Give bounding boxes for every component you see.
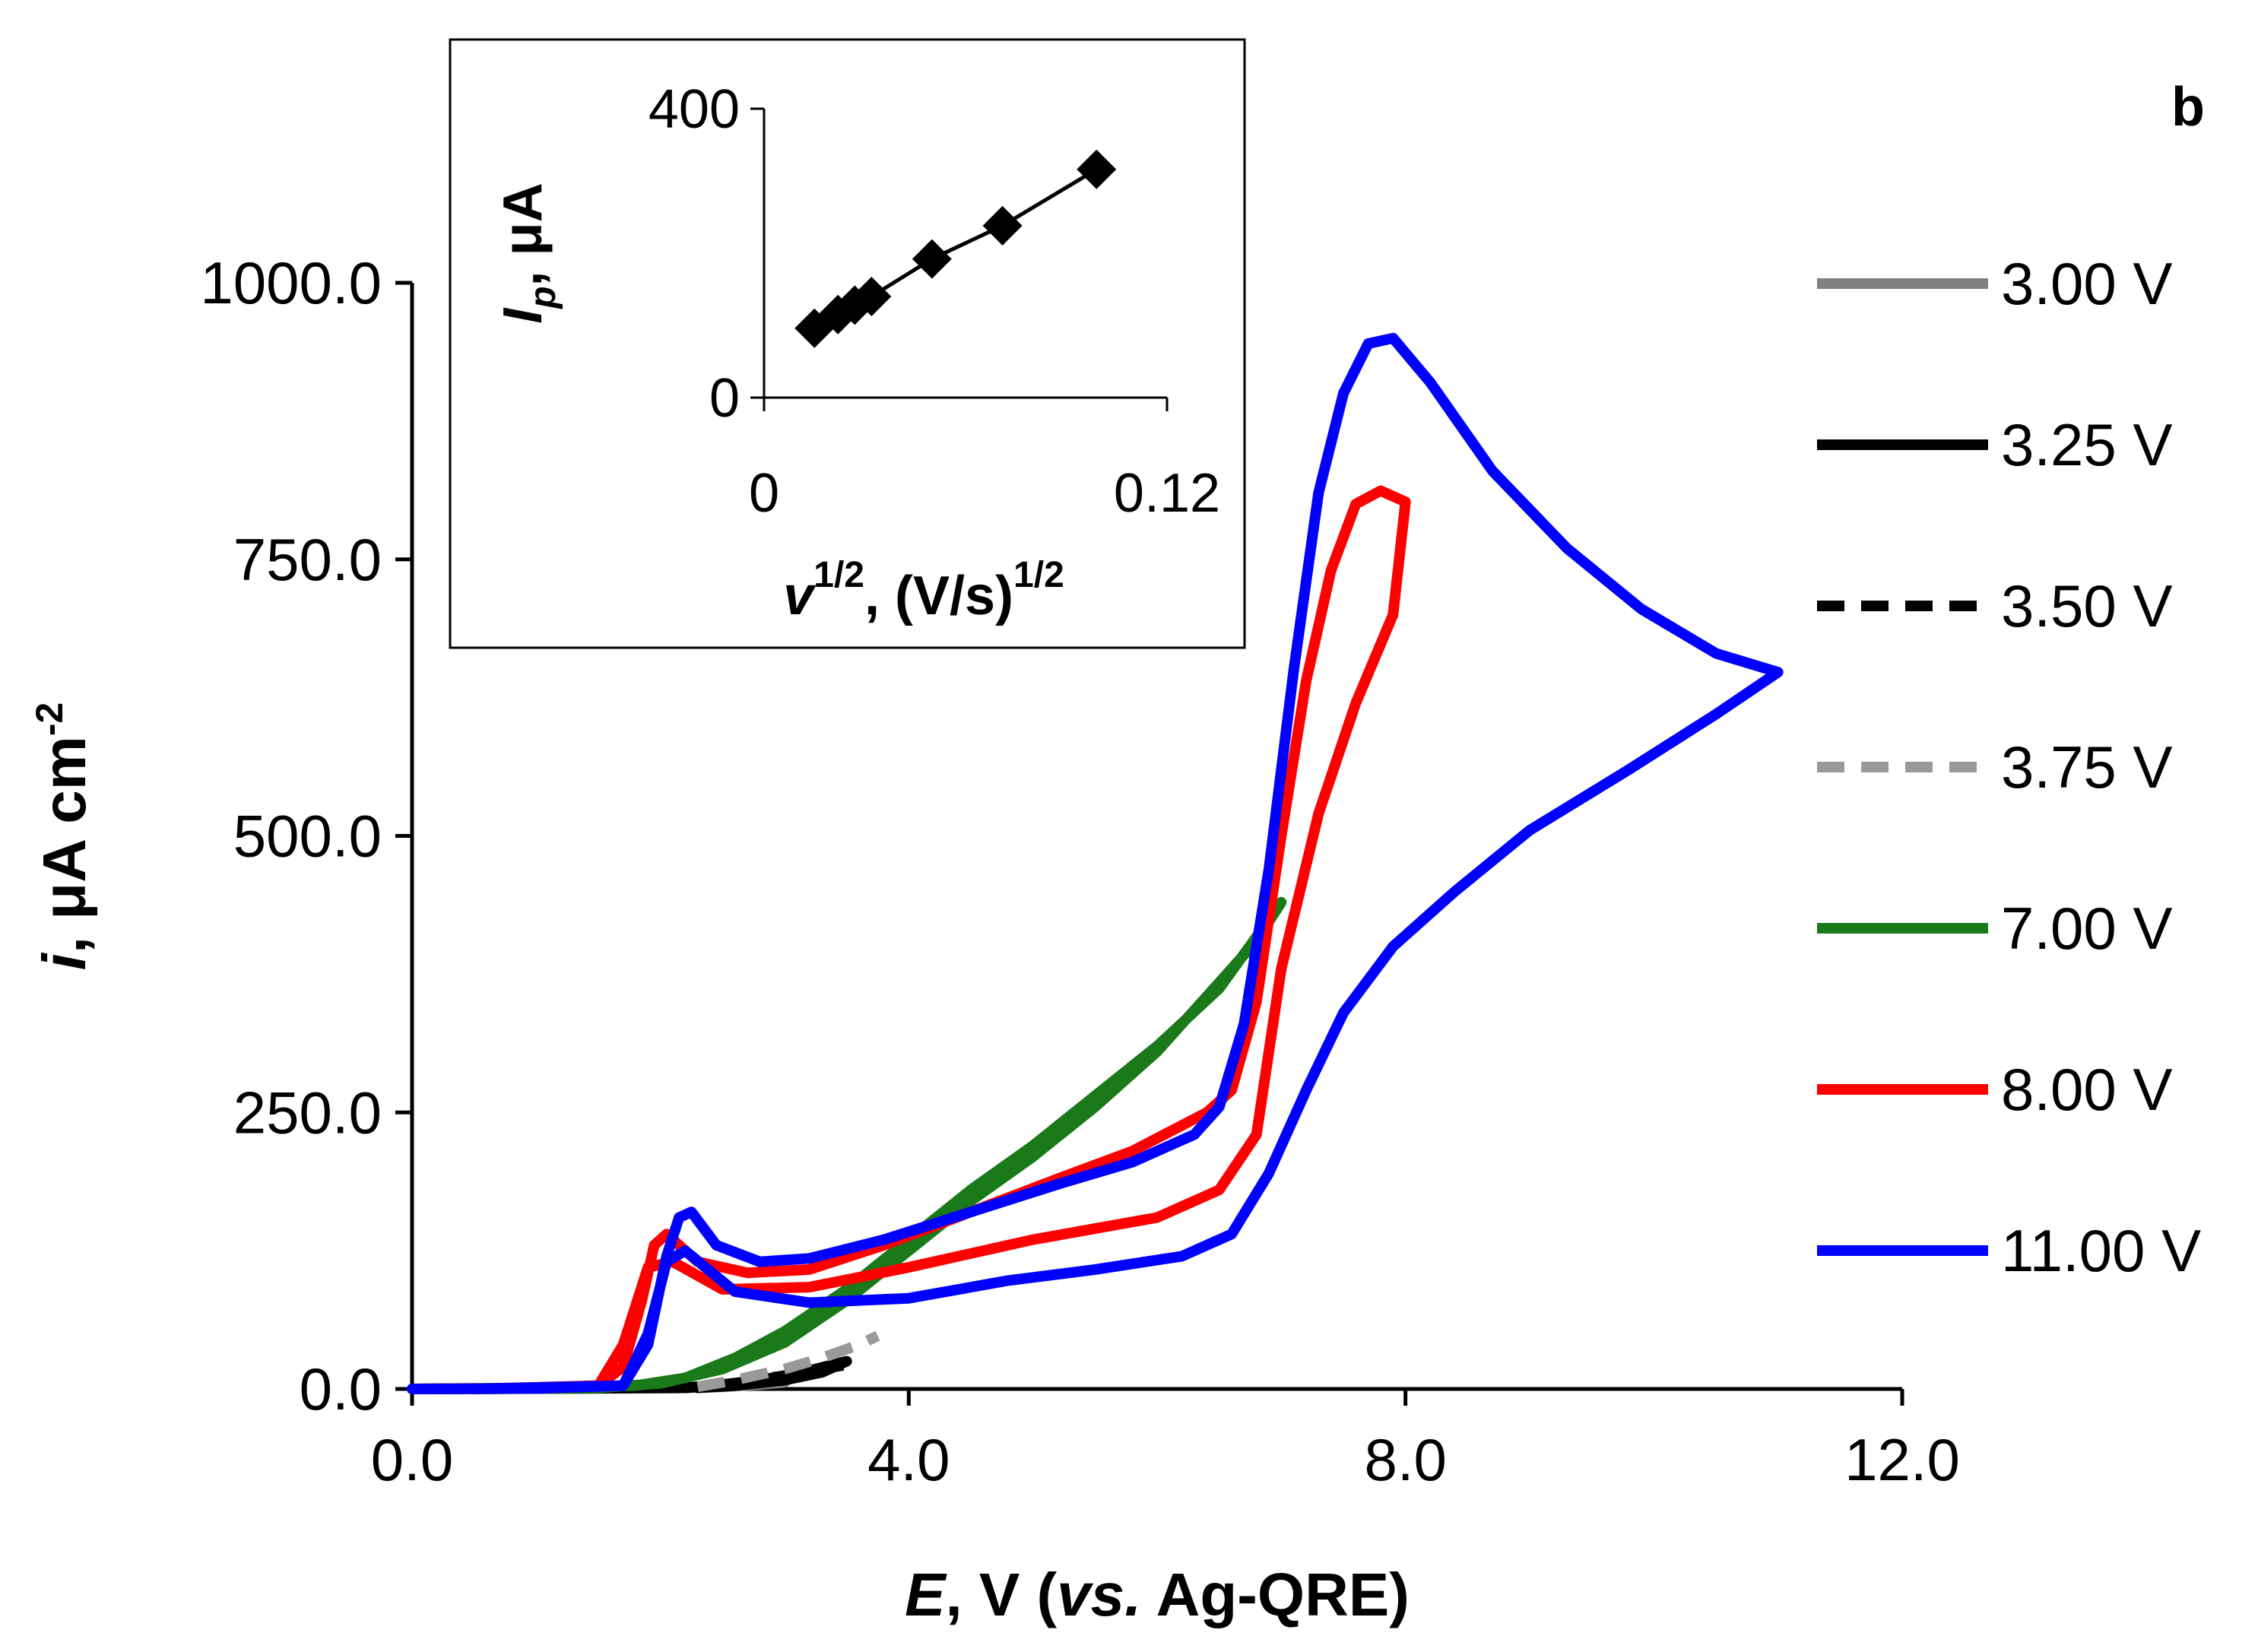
y-tick-label-750-0: 750.0 xyxy=(233,526,382,593)
inset-point-7 xyxy=(1077,149,1117,189)
inset-y-axis-title: Ip, μA xyxy=(493,182,563,323)
series-line-3-50-v xyxy=(684,1359,848,1394)
legend: 3.00 V 3.25 V 3.50 V 3.75 V 7.00 V 8.00 V 11.0… xyxy=(1817,250,2201,1284)
inset-x-tick-label-0: 0 xyxy=(749,463,779,524)
y-tick-label-500-0: 500.0 xyxy=(233,803,382,870)
legend-label-7-00-v: 7.00 V xyxy=(2001,895,2173,962)
series-line-11-00-v xyxy=(407,332,1784,1394)
inset-y-ticks: 0 400 xyxy=(649,79,764,429)
panel-label: b xyxy=(2171,77,2205,138)
y-tick-label-1000-0: 1000.0 xyxy=(200,249,382,316)
inset-point-4 xyxy=(852,277,892,316)
inset-x-axis-title: v1/2, (V/s)1/2 xyxy=(783,555,1064,626)
x-tick-label-4-0: 4.0 xyxy=(867,1426,950,1493)
x-tick-label-12-0: 12.0 xyxy=(1844,1426,1960,1493)
inset-point-6 xyxy=(982,205,1023,246)
inset-frame xyxy=(449,38,1246,649)
x-ticks: 0.0 4.0 8.0 12.0 xyxy=(371,1389,1960,1493)
x-tick-label-0-0: 0.0 xyxy=(371,1426,453,1493)
legend-label-3-25-v: 3.25 V xyxy=(2001,411,2173,478)
series-line-7-00-v xyxy=(407,896,1287,1394)
y-axis-title: i, μA cm-2 xyxy=(28,702,98,971)
x-tick-label-8-0: 8.0 xyxy=(1364,1426,1446,1493)
legend-label-11-00-v: 11.00 V xyxy=(2001,1217,2201,1284)
legend-label-3-50-v: 3.50 V xyxy=(2001,572,2173,639)
inset-points xyxy=(794,149,1117,348)
legend-label-3-75-v: 3.75 V xyxy=(2001,734,2173,801)
inset-y-tick-label-400: 400 xyxy=(649,79,740,140)
legend-label-8-00-v: 8.00 V xyxy=(2001,1056,2173,1123)
inset-point-5 xyxy=(912,239,952,279)
legend-label-3-00-v: 3.00 V xyxy=(2001,250,2173,317)
series-line-3-75-v xyxy=(696,1330,880,1392)
inset-x-ticks: 0 0.12 xyxy=(749,398,1220,524)
x-axis-title: E, V (vs. Ag-QRE) xyxy=(905,1561,1410,1628)
series-line-8-00-v xyxy=(407,485,1411,1394)
y-ticks: 0.0 250.0 500.0 750.0 1000.0 xyxy=(200,249,412,1422)
inset-x-tick-label-0-12: 0.12 xyxy=(1114,463,1220,524)
inset-y-tick-label-0: 0 xyxy=(709,368,740,429)
y-tick-label-250-0: 250.0 xyxy=(233,1079,382,1146)
y-tick-label-0-0: 0.0 xyxy=(300,1356,382,1422)
series-layer xyxy=(407,332,1784,1394)
